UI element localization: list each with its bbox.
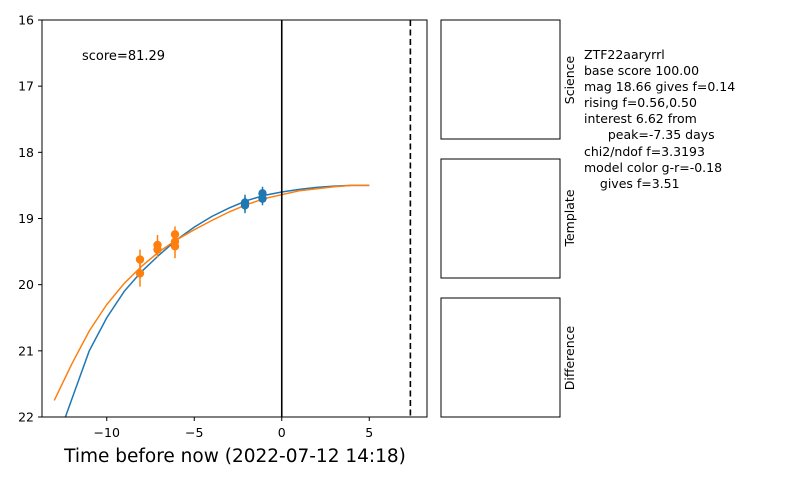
template-panel: Template: [440, 158, 577, 279]
data-point-3-3: [153, 245, 162, 254]
science-label: Science: [562, 55, 577, 104]
model-curve-0: [64, 184, 370, 417]
y-tick-label-0: 16: [18, 13, 34, 28]
x-axis-ticks: −10 −5 0 5: [94, 417, 373, 440]
model-curve-1: [53, 184, 370, 401]
y-tick-label-3: 19: [18, 211, 34, 226]
difference-image-frame: [440, 297, 561, 418]
info-line-peak: peak=-7.35 days: [584, 127, 715, 142]
info-line-gives-f: gives f=3.51: [584, 176, 680, 191]
info-line-base-score: base score 100.00: [584, 63, 699, 78]
light-curve-plot: −10 −5 0 5 16 17 18 19 20 21 22 score=81.29 Time …: [18, 13, 428, 467]
info-line-mag: mag 18.66 gives f=0.14: [584, 79, 735, 94]
x-tick-label-1: −5: [185, 425, 203, 440]
x-axis-label: Time before now (2022-07-12 14:18): [63, 446, 406, 467]
vertical-lines: [280, 20, 412, 417]
x-tick-label-2: 0: [278, 425, 286, 440]
y-tick-label-6: 22: [18, 410, 34, 425]
plot-frame: [41, 19, 428, 418]
y-tick-label-1: 17: [18, 79, 34, 94]
science-image-frame: [440, 19, 561, 140]
y-tick-label-5: 21: [18, 343, 34, 358]
data-point-2-1: [240, 201, 250, 210]
info-line-model-color: model color g-r=-0.18: [584, 160, 722, 175]
info-line-object-id: ZTF22aaryrrl: [584, 47, 665, 62]
info-line-chi2: chi2/ndof f=3.3193: [584, 144, 705, 159]
score-annotation: score=81.29: [82, 49, 165, 64]
data-point-3-0: [135, 255, 145, 264]
data-point-3-6: [170, 242, 180, 251]
difference-label: Difference: [562, 325, 577, 390]
template-image-frame: [440, 158, 561, 279]
info-line-rising: rising f=0.56,0.50: [584, 95, 697, 110]
template-label: Template: [562, 189, 577, 247]
x-tick-label-0: −10: [94, 425, 120, 440]
science-panel: Science: [440, 19, 577, 140]
y-tick-label-2: 18: [18, 145, 34, 160]
data-points-layer: [135, 186, 267, 287]
data-point-3-1: [135, 269, 145, 278]
y-axis-ticks: 16 17 18 19 20 21 22: [18, 13, 42, 425]
info-line-interest: interest 6.62 from: [584, 111, 697, 126]
curves-layer: [53, 184, 370, 417]
x-tick-label-3: 5: [365, 425, 373, 440]
y-tick-label-4: 20: [18, 277, 34, 292]
info-text-block: ZTF22aaryrrl base score 100.00 mag 18.66…: [584, 47, 735, 191]
data-point-2-3: [258, 194, 267, 203]
difference-panel: Difference: [440, 297, 577, 418]
